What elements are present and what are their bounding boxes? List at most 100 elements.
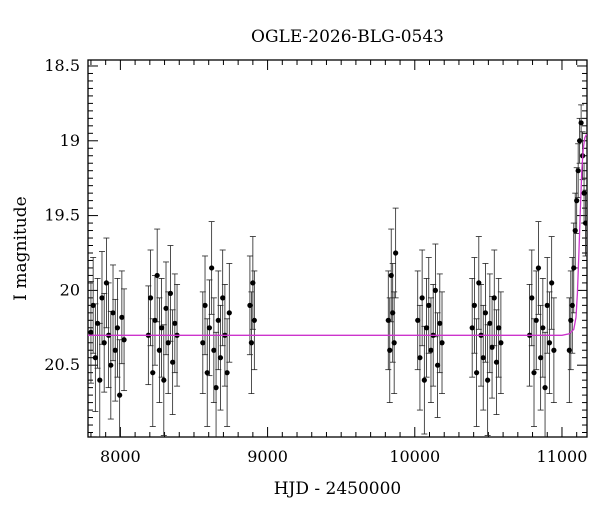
data-point xyxy=(250,280,256,286)
data-point xyxy=(391,340,397,346)
data-point xyxy=(544,302,550,308)
data-point xyxy=(152,317,158,323)
data-point xyxy=(217,355,224,361)
data-point xyxy=(247,302,253,308)
data-point xyxy=(566,347,572,353)
data-point xyxy=(248,340,254,346)
data-point xyxy=(538,355,544,361)
data-point xyxy=(551,347,557,353)
data-point xyxy=(474,370,480,376)
y-tick-label: 18.5 xyxy=(44,56,80,75)
data-point xyxy=(535,265,542,271)
plot-border xyxy=(87,59,588,438)
data-point xyxy=(165,340,171,346)
y-tick-label: 20.5 xyxy=(44,355,80,374)
data-point xyxy=(434,362,441,368)
y-axis: 18.5 19 19.5 20 20.5 xyxy=(44,56,587,434)
data-point xyxy=(578,120,584,126)
data-point xyxy=(163,305,169,311)
data-point xyxy=(154,272,160,279)
plot-frame xyxy=(87,59,588,438)
data-point xyxy=(387,347,393,353)
data-point xyxy=(388,272,394,279)
data-point xyxy=(577,138,583,144)
data-point xyxy=(571,265,577,271)
data-point xyxy=(150,370,156,376)
data-point xyxy=(215,317,221,323)
data-point xyxy=(419,295,425,301)
data-point xyxy=(211,347,217,353)
data-point xyxy=(417,355,423,361)
model-curve xyxy=(88,134,587,336)
data-point xyxy=(170,359,176,365)
data-point xyxy=(469,325,475,331)
data-point xyxy=(542,385,548,391)
data-point xyxy=(489,344,495,350)
y-tick-label: 19.5 xyxy=(44,206,80,225)
data-point xyxy=(226,310,232,316)
data-point xyxy=(112,347,118,353)
data-point xyxy=(546,340,553,346)
data-point xyxy=(220,295,226,301)
data-point xyxy=(485,377,491,383)
data-point xyxy=(156,347,162,353)
data-point xyxy=(90,302,96,308)
data-point xyxy=(99,295,105,301)
data-point xyxy=(476,280,482,286)
data-point xyxy=(437,320,443,326)
data-point xyxy=(426,302,432,308)
data-point xyxy=(101,340,107,346)
data-point xyxy=(213,385,219,391)
data-point xyxy=(114,325,121,331)
data-point xyxy=(533,317,539,323)
data-point xyxy=(200,340,206,346)
data-point xyxy=(581,190,587,196)
data-point xyxy=(487,320,493,326)
data-point xyxy=(415,317,421,323)
data-point xyxy=(393,250,399,256)
y-tick-label: 20 xyxy=(60,280,80,299)
data-point xyxy=(204,370,210,376)
x-axis-label: HJD - 2450000 xyxy=(274,479,402,499)
data-point xyxy=(496,325,502,331)
data-point xyxy=(158,325,165,331)
y-axis-label: I magnitude xyxy=(11,196,31,300)
data-point xyxy=(209,265,215,271)
data-point xyxy=(480,355,486,361)
data-point xyxy=(224,370,230,376)
data-point xyxy=(491,295,497,301)
data-point xyxy=(117,392,123,398)
data-point xyxy=(471,302,477,308)
data-point xyxy=(540,325,546,331)
error-bars xyxy=(88,104,587,437)
data-point xyxy=(251,317,257,323)
data-point xyxy=(92,355,98,361)
data-point xyxy=(167,290,174,296)
data-point xyxy=(108,362,114,368)
model-curve-group xyxy=(88,134,587,336)
x-axis: 8000 9000 10000 11000 xyxy=(90,60,587,466)
data-point xyxy=(94,320,101,326)
data-point xyxy=(529,295,535,301)
x-tick-label: 9000 xyxy=(247,447,288,466)
data-point xyxy=(428,347,434,353)
data-point xyxy=(121,337,127,343)
data-point xyxy=(88,329,94,335)
data-point xyxy=(119,314,125,320)
x-tick-label: 8000 xyxy=(100,447,141,466)
data-point xyxy=(568,317,574,323)
data-points xyxy=(88,120,587,398)
data-point xyxy=(421,377,427,383)
data-point xyxy=(498,340,504,346)
data-point xyxy=(423,325,430,331)
data-point xyxy=(574,198,580,204)
data-point xyxy=(172,320,178,326)
data-point xyxy=(161,377,167,383)
y-tick-label: 19 xyxy=(60,131,80,150)
data-point xyxy=(531,370,537,376)
data-point xyxy=(390,310,396,316)
data-point xyxy=(569,302,575,308)
data-point xyxy=(575,168,581,174)
